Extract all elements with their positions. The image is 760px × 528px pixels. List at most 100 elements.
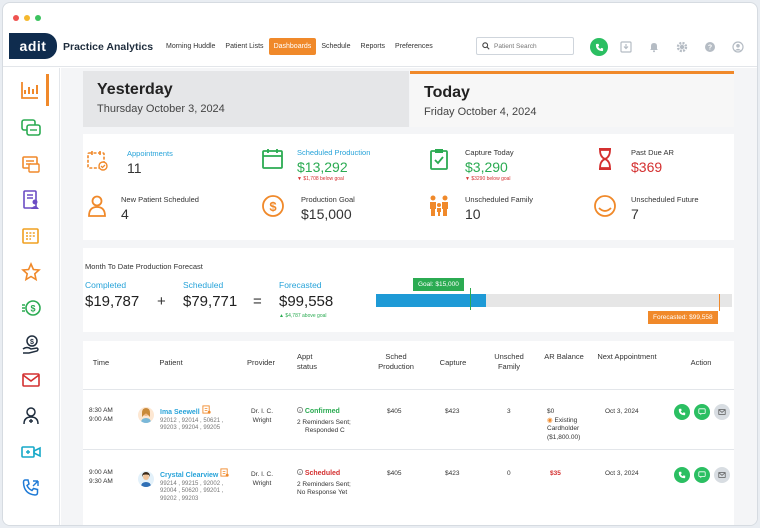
status-scheduled: Scheduled (304, 470, 341, 477)
call-patient-button[interactable] (674, 467, 690, 483)
header-unsched-family: Unsched Family (494, 352, 524, 371)
stat-label: Production Goal (301, 195, 355, 204)
stat-scheduled-production[interactable]: Scheduled Production $13,292 ▼ $1,708 belo… (261, 147, 370, 182)
yesterday-date: Thursday October 3, 2024 (97, 103, 225, 115)
nav-morning-huddle[interactable]: Morning Huddle (166, 43, 216, 50)
video-call-icon[interactable] (13, 436, 49, 468)
gear-icon[interactable] (672, 37, 692, 57)
header-sched-production: Sched Production (378, 352, 414, 371)
time-end: 9:00 AM (89, 415, 113, 423)
hourglass-icon (599, 148, 611, 170)
download-icon[interactable] (616, 37, 636, 57)
stat-appointments[interactable]: Appointments 11 (85, 148, 173, 176)
message-patient-button[interactable] (694, 404, 710, 420)
email-patient-button[interactable] (714, 467, 730, 483)
close-dot[interactable] (13, 15, 19, 21)
stat-label: Unscheduled Future (631, 195, 699, 204)
avatar (138, 471, 154, 487)
messages-icon[interactable] (13, 148, 49, 180)
patient-form-icon[interactable] (13, 184, 49, 216)
below-goal-text: $3290 below goal (471, 176, 511, 182)
calendar-check-icon (87, 151, 108, 171)
yesterday-card[interactable]: Yesterday Thursday October 3, 2024 (83, 71, 409, 127)
time-end: 9:30 AM (89, 477, 113, 485)
maximize-dot[interactable] (35, 15, 41, 21)
ar-note: ($1,800.00) (547, 433, 581, 441)
today-card[interactable]: Today Friday October 4, 2024 (410, 71, 734, 127)
patient-name[interactable]: Crystal Clearview (160, 472, 219, 479)
minimize-dot[interactable] (24, 15, 30, 21)
email-icon[interactable] (13, 364, 49, 396)
health-icon[interactable] (13, 400, 49, 432)
equals-sign: = (253, 293, 262, 310)
header-appt-status: Appt status (297, 352, 318, 371)
window-controls (13, 15, 41, 21)
nav-dashboards[interactable]: Dashboards (268, 38, 317, 55)
nav-patient-lists[interactable]: Patient Lists (225, 43, 264, 50)
phone-icon[interactable] (590, 38, 608, 56)
adit-logo[interactable]: adit (9, 33, 57, 59)
payments-icon[interactable]: $ (13, 292, 49, 324)
svg-text:$: $ (30, 304, 35, 314)
row1-sched: $405 (387, 408, 402, 415)
family-icon (430, 195, 448, 216)
bell-icon[interactable] (644, 37, 664, 57)
stat-unscheduled-family[interactable]: Unscheduled Family 10 (427, 194, 533, 222)
email-patient-button[interactable] (714, 404, 730, 420)
svg-text:$: $ (30, 339, 34, 346)
header-ar-balance: AR Balance (544, 352, 584, 361)
stat-capture-today[interactable]: Capture Today $3,290 ▼ $3290 below goal (427, 147, 514, 182)
sidebar: $ $ (3, 68, 60, 525)
ar-value: $0 (547, 408, 555, 415)
yesterday-title: Yesterday (97, 81, 173, 98)
goal-tag: Goal: $15,000 (413, 278, 464, 291)
scheduled-label: Scheduled (183, 280, 224, 290)
phone-icon (678, 408, 686, 416)
top-bar: adit Practice Analytics Morning Huddle P… (3, 29, 757, 67)
plus-sign: + (157, 293, 166, 310)
chat-icon[interactable] (13, 112, 49, 144)
procedure-codes: 92004 , 50620 , 99201 , (160, 488, 224, 494)
procedure-codes: 99203 , 99204 , 99205 (160, 425, 221, 431)
info-icon[interactable] (297, 407, 303, 413)
scheduled-value: $79,771 (183, 293, 238, 310)
call-icon[interactable] (13, 472, 49, 504)
star-icon[interactable] (13, 256, 49, 288)
row1-capture: $423 (445, 408, 460, 415)
provider-line: Wright (252, 479, 272, 487)
header-patient: Patient (159, 358, 183, 367)
top-icons: ? (590, 37, 748, 57)
stat-production-goal[interactable]: $ Production Goal $15,000 (261, 194, 355, 222)
row1-provider: Dr. I. C. Wright (245, 408, 279, 425)
message-patient-button[interactable] (694, 467, 710, 483)
call-patient-button[interactable] (674, 404, 690, 420)
patient-card-icon[interactable] (220, 468, 229, 477)
provider-line: Dr. I. C. (250, 471, 274, 478)
stat-value: $15,000 (301, 206, 352, 222)
main-content: Yesterday Thursday October 3, 2024 Today… (61, 68, 757, 525)
nav-preferences[interactable]: Preferences (395, 43, 433, 50)
time-start: 9:00 AM (89, 469, 113, 476)
billing-icon[interactable]: $ (13, 328, 49, 360)
above-goal: ▲ $4,787 above goal (279, 313, 327, 319)
nav-reports[interactable]: Reports (360, 43, 386, 50)
forecast-panel: Month To Date Production Forecast Comple… (83, 248, 734, 332)
user-icon[interactable] (728, 37, 748, 57)
calendar-icon[interactable] (13, 220, 49, 252)
stat-new-patient[interactable]: New Patient Scheduled 4 (85, 194, 199, 222)
patient-name[interactable]: Ima Seewell (160, 409, 200, 416)
patient-card-icon[interactable] (201, 405, 211, 414)
stat-label: Appointments (127, 149, 173, 158)
info-icon[interactable] (297, 469, 303, 475)
help-icon[interactable]: ? (700, 37, 720, 57)
patient-search[interactable] (476, 37, 574, 55)
completed-label: Completed (85, 280, 127, 290)
search-input[interactable] (494, 42, 572, 50)
analytics-icon[interactable] (13, 74, 49, 106)
svg-text:$: $ (269, 199, 277, 214)
stat-unscheduled-future[interactable]: Unscheduled Future 7 (593, 194, 699, 222)
row1-unsched: 3 (507, 408, 511, 415)
nav-schedule[interactable]: Schedule (321, 43, 351, 50)
stat-past-due-ar[interactable]: Past Due AR $369 (593, 147, 674, 175)
